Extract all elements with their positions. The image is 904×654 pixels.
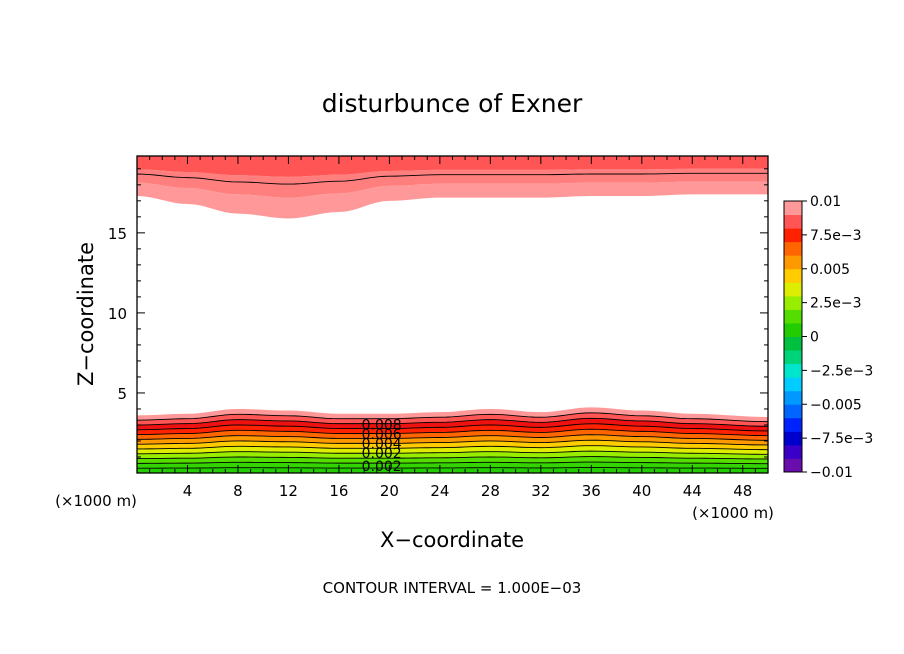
- bottom-band: [137, 440, 768, 450]
- x-unit-left: (×1000 m): [55, 492, 137, 510]
- colorbar-tick-label: 0.01: [810, 194, 841, 210]
- contour-line: [136, 417, 769, 427]
- x-unit-right: (×1000 m): [692, 504, 774, 522]
- colorbar-tick-label: 7.5e−3: [810, 228, 862, 244]
- contour-line: [136, 434, 769, 441]
- bottom-band: [137, 423, 768, 436]
- x-tick-label: 48: [733, 482, 752, 500]
- colorbar-swatch: [784, 444, 802, 459]
- y-tick-label: 10: [108, 305, 127, 323]
- colorbar-tick-label: 0.005: [810, 262, 850, 278]
- x-axis: 4 8 12 16 20 24 28 32 36 40 44 48: [149, 156, 756, 500]
- colorbar-swatch: [784, 363, 802, 378]
- x-tick-label: 28: [481, 482, 500, 500]
- colorbar-tick-label: −2.5e−3: [810, 363, 873, 379]
- colorbar-swatch: [784, 322, 802, 337]
- y-tick-label: 5: [117, 385, 127, 403]
- contour-line: [136, 423, 769, 432]
- colorbar-swatch: [784, 241, 802, 256]
- contour-line: [136, 412, 769, 423]
- colorbar-tick-label: −0.005: [810, 397, 862, 413]
- x-tick-label: 44: [683, 482, 702, 500]
- contour-lines: [136, 172, 769, 469]
- colorbar: 0.01 7.5e−3 0.005 2.5e−3 0 −2.5e−3 −0.005 −7.5e…: [783, 194, 873, 481]
- colorbar-swatch: [784, 404, 802, 419]
- colorbar-swatch: [784, 282, 802, 297]
- contour-line: [136, 456, 769, 460]
- colorbar-swatch: [784, 228, 802, 243]
- contour-line: [136, 467, 769, 469]
- colorbar-swatch: [784, 268, 802, 283]
- colorbar-tick-label: 0: [810, 330, 819, 346]
- y-axis-label: Z−coordinate: [74, 242, 98, 386]
- chart-title: disturbunce of Exner: [322, 89, 583, 118]
- x-tick-label: 40: [632, 482, 651, 500]
- contour-label: 0.006: [362, 427, 402, 443]
- top-band: [137, 181, 768, 219]
- colorbar-swatch: [784, 390, 802, 405]
- x-tick-label: 12: [279, 482, 298, 500]
- colorbar-swatch: [784, 336, 802, 351]
- contour-label: 0.002: [362, 446, 402, 462]
- colorbar-swatch: [784, 295, 802, 310]
- y-axis: 5 10 15: [108, 168, 768, 458]
- x-tick-label: 36: [582, 482, 601, 500]
- x-tick-label: 8: [233, 482, 243, 500]
- bottom-band: [137, 434, 768, 445]
- bottom-band: [137, 462, 768, 469]
- colorbar-swatch: [784, 201, 802, 216]
- colorbar-swatch: [784, 214, 802, 229]
- contour-interval-note: CONTOUR INTERVAL = 1.000E−03: [323, 579, 582, 597]
- x-tick-label: 32: [531, 482, 550, 500]
- x-tick-label: 4: [183, 482, 193, 500]
- colorbar-swatch: [784, 255, 802, 270]
- contour-line: [136, 450, 769, 455]
- colorbar-swatch: [784, 431, 802, 446]
- top-band: [137, 168, 768, 198]
- colorbar-tick-label: −0.01: [810, 465, 853, 481]
- y-tick-label: 15: [108, 225, 127, 243]
- contour-line: [136, 172, 768, 185]
- contour-line: [136, 445, 769, 451]
- contour-label: 0.002: [362, 459, 402, 475]
- contour-line: [136, 439, 769, 446]
- bottom-band: [137, 429, 768, 441]
- contour-label: 0.004: [362, 436, 402, 452]
- contour-line: [136, 428, 769, 437]
- colorbar-swatch: [784, 350, 802, 365]
- x-axis-label: X−coordinate: [380, 528, 524, 552]
- contour-line: [136, 461, 769, 465]
- colorbar-swatch: [784, 417, 802, 432]
- colorbar-swatch: [784, 377, 802, 392]
- colorbar-tick-label: −7.5e−3: [810, 431, 873, 447]
- colorbar-swatch: [784, 458, 802, 473]
- colorbar-tick-label: 2.5e−3: [810, 296, 862, 312]
- x-tick-label: 20: [380, 482, 399, 500]
- x-tick-label: 24: [430, 482, 449, 500]
- plot-fill: [137, 156, 768, 473]
- contour-label: 0.008: [362, 417, 402, 433]
- bottom-band: [137, 407, 768, 422]
- top-band: [137, 156, 768, 177]
- colorbar-swatch: [784, 309, 802, 324]
- x-tick-label: 16: [329, 482, 348, 500]
